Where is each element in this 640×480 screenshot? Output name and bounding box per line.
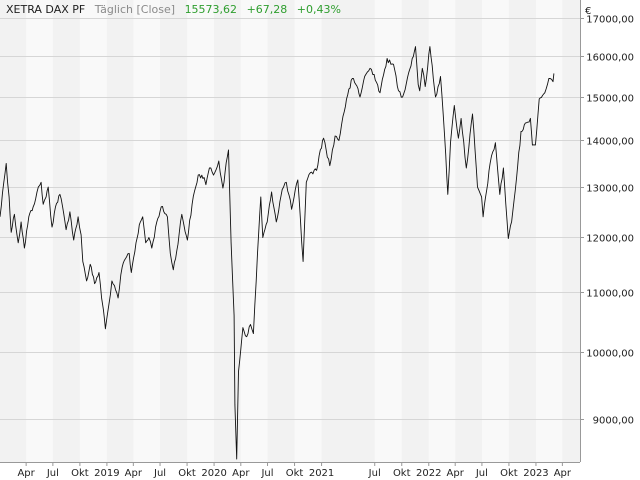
x-tick-label: 2022 [416, 468, 441, 479]
y-axis-tick-labels: 9000,00 10000,00 11000,00 12000,00 13000,00 1… [580, 15, 634, 427]
x-tick-label: Jul [368, 468, 381, 479]
quarter-band [562, 0, 580, 462]
x-tick-label: Okt [500, 468, 518, 479]
y-tick-label: 17000,00 [586, 15, 634, 26]
x-tick-label: Jul [153, 468, 166, 479]
quarter-band [160, 0, 188, 462]
quarter-band [267, 0, 295, 462]
x-tick-label: Apr [447, 468, 465, 479]
last-price: 15573,62 [184, 3, 238, 16]
series-layer [0, 46, 555, 460]
x-tick-label: Apr [125, 468, 143, 479]
y-tick-label: 16000,00 [586, 53, 634, 64]
quarter-band [401, 0, 429, 462]
x-tick-label: Apr [232, 468, 250, 479]
x-tick-label: Apr [17, 468, 35, 479]
quarter-band [321, 0, 375, 462]
x-tick-label: 2020 [201, 468, 226, 479]
y-axis-unit: € [585, 6, 591, 17]
alternating-bands [0, 0, 580, 462]
y-tick-label: 11000,00 [586, 289, 634, 300]
chart-header: XETRA DAX PF Täglich [Close] 15573,62 +6… [6, 3, 347, 16]
x-tick-label: Jul [475, 468, 488, 479]
x-tick-label: Jul [260, 468, 273, 479]
quarter-band [214, 0, 241, 462]
x-tick-label: Okt [71, 468, 89, 479]
quarter-band [455, 0, 482, 462]
gridlines [0, 18, 580, 420]
x-tick-label: Okt [286, 468, 304, 479]
y-tick-label: 13000,00 [586, 184, 634, 195]
x-tick-label: Jul [46, 468, 59, 479]
y-tick-label: 15000,00 [586, 94, 634, 105]
x-tick-label: 2021 [309, 468, 334, 479]
series-line-dax [0, 46, 555, 460]
y-tick-label: 12000,00 [586, 234, 634, 245]
price-change-pct: +0,43% [296, 3, 341, 16]
y-tick-label: 14000,00 [586, 137, 634, 148]
quarter-band [106, 0, 134, 462]
x-tick-label: Okt [393, 468, 411, 479]
y-tick-label: 10000,00 [586, 349, 634, 360]
x-tick-label: 2019 [94, 468, 119, 479]
frequency-label: Täglich [Close] [94, 3, 176, 16]
x-tick-label: Okt [178, 468, 196, 479]
x-tick-label: 2023 [523, 468, 548, 479]
x-axis-tick-labels: Apr Jul Okt 2019 Apr Jul Okt 2020 Apr Jul Okt 2021 J… [17, 462, 572, 479]
instrument-name: XETRA DAX PF [6, 3, 86, 16]
quarter-band [508, 0, 536, 462]
x-tick-label: Apr [554, 468, 572, 479]
price-change: +67,28 [246, 3, 288, 16]
quarter-band [52, 0, 80, 462]
y-tick-label: 9000,00 [593, 416, 634, 427]
